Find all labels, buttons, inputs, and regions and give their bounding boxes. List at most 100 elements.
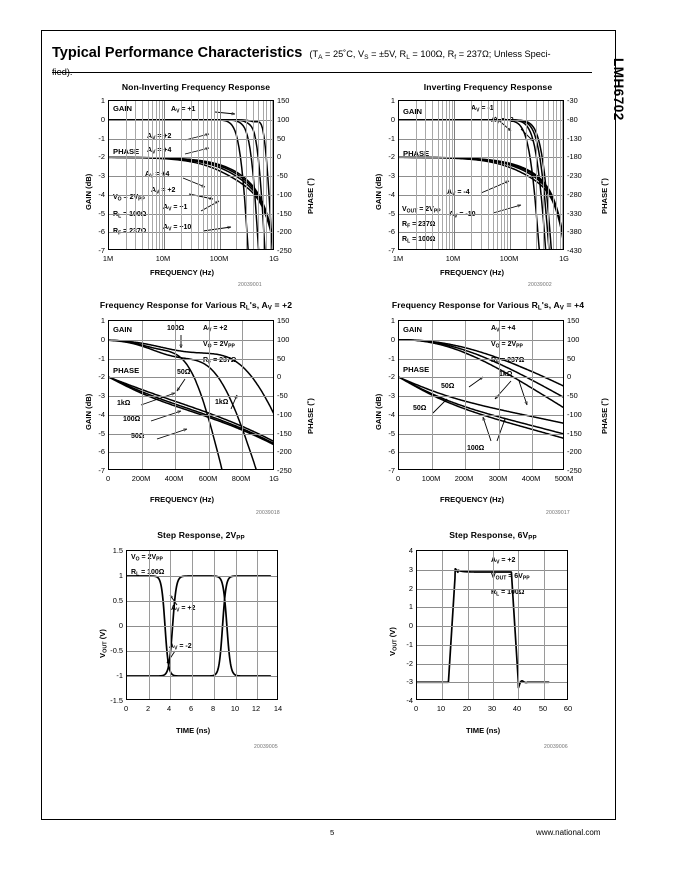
axis-tick-label: -50 <box>277 391 288 400</box>
axis-tick-label: 800M <box>231 474 251 483</box>
axis-tick-label: 50 <box>538 704 548 713</box>
axis-tick-label: 4 <box>408 546 413 555</box>
gridline <box>170 551 171 699</box>
axis-tick-label: -3 <box>98 391 105 400</box>
axis-tick-label: -330 <box>567 209 582 218</box>
gridline <box>181 101 182 249</box>
gridline <box>192 551 193 699</box>
axis-tick-label: 0 <box>277 372 282 381</box>
leader-arrowhead <box>482 416 486 421</box>
gridline <box>399 415 563 416</box>
axis-tick-label: -5 <box>98 209 105 218</box>
axis-tick-label: 1M <box>102 254 114 263</box>
chart-title: Frequency Response for Various RL's, AV … <box>391 300 585 312</box>
axis-tick-label: -1 <box>388 354 395 363</box>
axis-tick-label: 0 <box>395 474 401 483</box>
gridline <box>236 551 237 699</box>
axis-tick-label: -4 <box>406 696 413 705</box>
y2-axis-title: PHASE (˚) <box>600 398 609 434</box>
axis-tick-label: -1 <box>98 354 105 363</box>
gridline <box>468 551 469 699</box>
axis-tick-label: 200M <box>454 474 474 483</box>
axis-tick-label: -1 <box>406 640 413 649</box>
gridline <box>536 101 537 249</box>
axis-tick-label: 10M <box>155 254 171 263</box>
gridline <box>438 101 439 249</box>
axis-tick-label: -4 <box>98 410 105 419</box>
leader-arrow <box>468 376 484 388</box>
axis-tick-label: 50 <box>277 354 286 363</box>
axis-tick-label: -130 <box>567 134 582 143</box>
axis-tick-label: -100 <box>277 410 292 419</box>
gridline <box>471 101 472 249</box>
gridline <box>532 321 533 469</box>
group-label-phase: PHASE <box>113 366 140 375</box>
axis-tick-label: 0 <box>390 115 395 124</box>
gridline <box>175 321 176 469</box>
annotation-av-minus-4: AV = -4 <box>447 189 470 197</box>
leader-arrowhead <box>166 659 171 664</box>
leader-arrow <box>182 177 206 188</box>
gridline <box>518 551 519 699</box>
axis-tick-label: -7 <box>98 246 105 255</box>
figure-id: 20039006 <box>544 744 568 750</box>
gridline <box>544 551 545 699</box>
gridline <box>425 101 426 249</box>
condition-vout: VOUT = 6VPP <box>491 573 530 582</box>
condition-vo: VO = 2VPP <box>131 554 163 563</box>
leader-arrowhead <box>227 225 232 230</box>
condition-rl: RL = 100Ω <box>491 589 525 598</box>
leader-arrow <box>166 650 176 664</box>
axis-tick-label: -2 <box>388 152 395 161</box>
gridline <box>211 101 212 249</box>
chart-title: Inverting Frequency Response <box>423 82 553 92</box>
chart-step-response-2vpp: Step Response, 2VPP VO = 2VPP RL = 100Ω … <box>88 530 314 755</box>
axis-tick-label: -200 <box>277 227 292 236</box>
gridline <box>416 101 417 249</box>
leader-arrow <box>140 392 176 406</box>
figure-id: 20039001 <box>238 282 262 288</box>
axis-tick-label: 8 <box>210 704 216 713</box>
annotation-100ohm-phase: 100Ω <box>123 416 141 423</box>
axis-tick-label: -5 <box>98 429 105 438</box>
page-border <box>41 30 616 820</box>
axis-tick-label: -30 <box>567 96 578 105</box>
annotation-av-minus-1: AV = -1 <box>471 105 494 114</box>
x-axis-title: TIME (ns) <box>176 726 211 735</box>
gridline <box>217 101 218 249</box>
gain-curve-3 <box>399 119 540 249</box>
x-axis-title: FREQUENCY (Hz) <box>440 268 504 277</box>
gridline <box>220 101 221 249</box>
axis-tick-label: 150 <box>567 316 580 325</box>
gridline <box>203 101 204 249</box>
axis-tick-label: -250 <box>277 466 292 475</box>
gain-50 <box>399 339 563 409</box>
page-title: Typical Performance Characteristics <box>52 45 303 61</box>
gridline <box>156 101 157 249</box>
gridline <box>109 377 273 378</box>
gridline <box>214 551 215 699</box>
axis-tick-label: 20 <box>462 704 472 713</box>
axis-tick-label: 1G <box>269 254 279 263</box>
leader-arrowhead <box>171 392 176 396</box>
gridline <box>109 434 273 435</box>
axis-tick-label: 2 <box>145 704 151 713</box>
condition-rl: RL = 100Ω <box>402 236 436 245</box>
axis-tick-label: 1 <box>390 96 395 105</box>
leader-arrowhead <box>183 428 188 432</box>
axis-tick-label: 6 <box>188 704 194 713</box>
gridline <box>465 321 466 469</box>
leader-arrow <box>230 394 238 410</box>
axis-tick-label: -2 <box>406 659 413 668</box>
gain-1k <box>109 339 273 414</box>
axis-tick-label: -430 <box>567 246 582 255</box>
chart-freq-response-various-rl-av4: Frequency Response for Various RL's, AV … <box>368 300 609 518</box>
condition-rf: RF = 237Ω <box>491 357 525 366</box>
leader-arrow <box>482 416 492 442</box>
gridline <box>399 377 563 378</box>
annotation-av-plus-2: AV = +2 <box>171 605 196 614</box>
axis-tick-label: -5 <box>388 209 395 218</box>
leader-arrowhead <box>502 418 506 423</box>
x-axis-title: FREQUENCY (Hz) <box>150 268 214 277</box>
